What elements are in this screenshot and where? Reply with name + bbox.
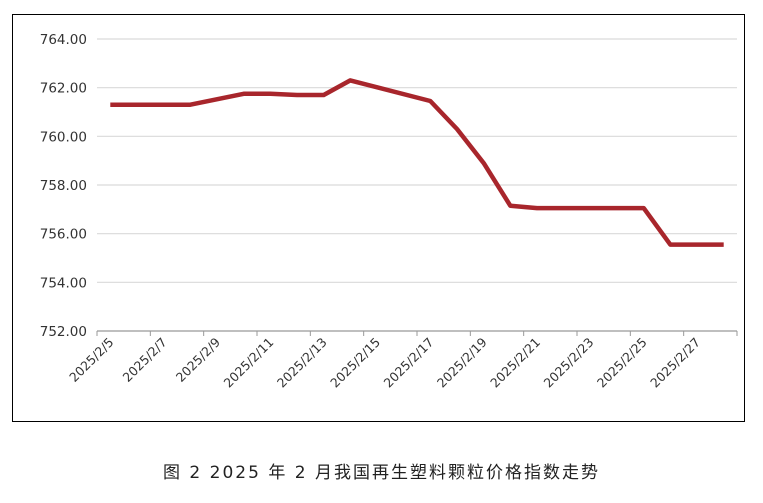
x-tick-label: 2025/2/25 (594, 335, 650, 391)
x-tick-label: 2025/2/23 (541, 335, 597, 391)
y-tick-label: 758.00 (40, 178, 87, 194)
x-axis (96, 330, 738, 336)
y-tick-label: 760.00 (40, 129, 87, 145)
x-tick-label: 2025/2/13 (274, 335, 330, 391)
y-tick-label: 762.00 (40, 81, 87, 97)
y-tick-label: 764.00 (40, 32, 87, 48)
y-tick-label: 754.00 (40, 275, 87, 291)
gridlines (97, 38, 737, 283)
x-tick-label: 2025/2/15 (327, 335, 383, 391)
line-chart: 752.00 754.00 756.00 758.00 760.00 762.00 764.… (40, 32, 738, 390)
x-tick-label: 2025/2/21 (487, 335, 543, 391)
y-tick-label: 756.00 (40, 227, 87, 243)
chart-frame: 752.00 754.00 756.00 758.00 760.00 762.00 764.… (12, 14, 745, 422)
x-tick-label: 2025/2/5 (66, 335, 116, 385)
series-layer (110, 78, 724, 247)
x-tick-label: 2025/2/17 (381, 335, 437, 391)
x-tick-label: 2025/2/11 (221, 335, 277, 391)
x-axis-ticks: 2025/2/5 2025/2/7 2025/2/92025/2/112025/2/… (66, 334, 703, 390)
x-tick-label: 2025/2/9 (173, 334, 223, 384)
x-tick-label: 2025/2/19 (434, 334, 490, 390)
series-line (110, 78, 724, 247)
figure-caption: 图 2 2025 年 2 月我国再生塑料颗粒价格指数走势 (163, 463, 600, 483)
y-axis-ticks: 752.00 754.00 756.00 758.00 760.00 762.00 764.… (40, 32, 87, 340)
x-tick-label: 2025/2/27 (647, 335, 703, 391)
x-tick-label: 2025/2/7 (119, 335, 169, 385)
y-tick-label: 752.00 (40, 324, 87, 340)
